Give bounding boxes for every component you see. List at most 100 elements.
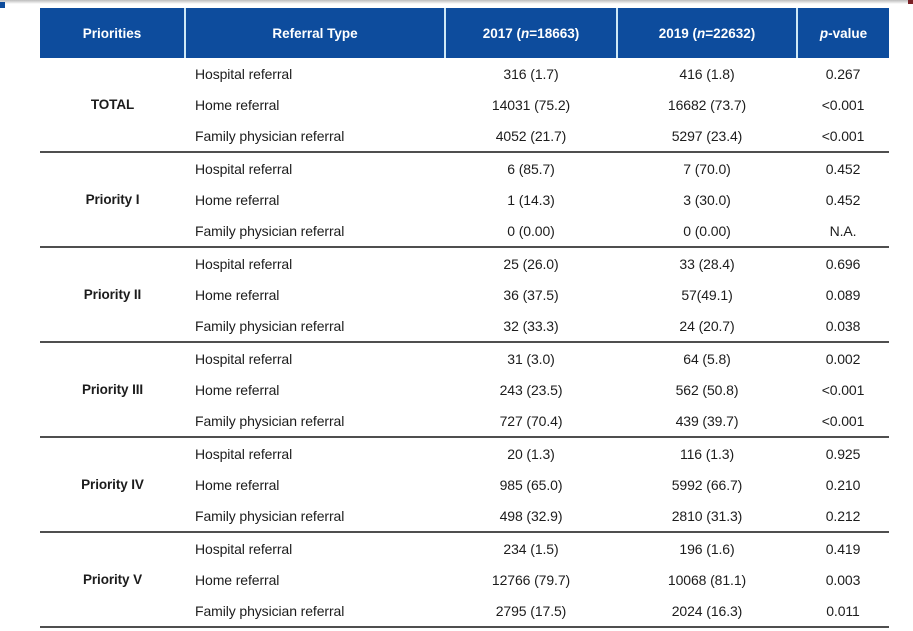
p-value-cell: 0.696 [797,246,889,279]
p-value-cell: 0.038 [825,317,861,334]
value-2017-cell: 1 (14.3) [507,191,555,208]
table-header: Priorities Referral Type 2017 (n=18663) … [40,8,889,58]
group-label-cell: Priority I [40,151,185,247]
referral-type-cell: Family physician referral [195,507,345,524]
p-value-cell: 0.925 [797,436,889,469]
table-row: Priority III Hospital referral 31 (3.0) 64 … [40,341,889,437]
header-text: Priorities [82,25,142,41]
header-text: Referral Type [272,25,358,41]
header-text: 2019 ( [658,25,698,41]
p-value-cell: 0.210 [825,476,861,493]
value-2019-cell: 116 (1.3) [617,436,797,469]
p-value-cell: 0.003 [825,571,861,588]
table-row: Family physician referral 32 (33.3) 24 (20… [40,310,889,342]
table-row: Home referral 12766 (79.7) 10068 (81.1) 0.0… [40,564,889,595]
referral-type-cell: Family physician referral [195,602,345,619]
group-label-cell: Priority II [40,246,185,342]
table-row: Home referral 14031 (75.2) 16682 (73.7) <0.… [40,89,889,120]
p-value-cell: 0.452 [797,151,889,184]
value-2017-cell: 20 (1.3) [445,436,617,469]
table-row: Home referral 243 (23.5) 562 (50.8) <0.001 [40,374,889,405]
table-row: Priority I Hospital referral 6 (85.7) 7 (70… [40,151,889,247]
referral-type-cell: Hospital referral [185,151,445,184]
header-cell-referral-type: Referral Type [184,8,445,58]
header-text: -value [828,25,868,41]
header-text-italic: p [819,25,829,41]
value-2019-cell: 562 (50.8) [675,381,739,398]
table-row: Home referral 36 (37.5) 57(49.1) 0.089 [40,279,889,310]
group-label-cell: Priority IV [40,436,185,532]
value-2017-cell: 243 (23.5) [499,381,563,398]
referral-type-cell: Family physician referral [195,412,345,429]
referral-type-cell: Hospital referral [185,341,445,374]
group-label-cell: Priority III [40,341,185,437]
table-row: Home referral 985 (65.0) 5992 (66.7) 0.210 [40,469,889,500]
header-cell-2017: 2017 (n=18663) [444,8,617,58]
table-row: Priority IV Hospital referral 20 (1.3) 116 … [40,436,889,532]
p-value-cell: 0.212 [825,507,861,524]
value-2019-cell: 33 (28.4) [617,246,797,279]
value-2017-cell: 36 (37.5) [503,286,559,303]
p-value-cell: <0.001 [821,96,865,113]
table-row: Home referral 1 (14.3) 3 (30.0) 0.452 [40,184,889,215]
header-cell-p-value: p-value [796,8,889,58]
value-2017-cell: 4052 (21.7) [495,127,567,144]
page-top-shadow [0,0,913,4]
table-body: TOTAL Hospital referral 316 (1.7) 416 (1.8)… [40,58,889,627]
table-row: Priority V Hospital referral 234 (1.5) 196 … [40,531,889,627]
p-value-cell: <0.001 [821,127,865,144]
referral-type-cell: Family physician referral [195,222,345,239]
value-2017-cell: 234 (1.5) [445,531,617,564]
header-text: =18663) [529,25,580,41]
value-2019-cell: 57(49.1) [681,286,733,303]
p-value-cell: 0.419 [797,531,889,564]
cropped-page-mark-right [908,0,913,4]
value-2019-cell: 5297 (23.4) [671,127,743,144]
referral-type-cell: Home referral [195,191,280,208]
p-value-cell: 0.452 [825,191,861,208]
group-label-cell: TOTAL [90,97,135,112]
referral-type-cell: Home referral [195,286,280,303]
value-2017-cell: 12766 (79.7) [491,571,571,588]
value-2017-cell: 31 (3.0) [445,341,617,374]
table-row: Family physician referral 0 (0.00) 0 (0.00… [40,215,889,247]
p-value-cell: 0.002 [797,341,889,374]
referral-type-cell: Home referral [195,571,280,588]
value-2017-cell: 985 (65.0) [499,476,563,493]
value-2019-cell: 5992 (66.7) [671,476,743,493]
referral-priorities-table: Priorities Referral Type 2017 (n=18663) … [40,8,889,628]
value-2019-cell: 439 (39.7) [675,412,739,429]
value-2019-cell: 2024 (16.3) [671,602,743,619]
value-2017-cell: 0 (0.00) [507,222,555,239]
p-value-cell: 0.267 [825,65,861,82]
header-cell-priorities: Priorities [40,8,185,58]
cropped-page-mark-left [0,2,5,8]
value-2019-cell: 16682 (73.7) [667,96,747,113]
value-2019-cell: 7 (70.0) [617,151,797,184]
value-2019-cell: 416 (1.8) [679,65,735,82]
p-value-cell: <0.001 [821,412,865,429]
value-2019-cell: 196 (1.6) [617,531,797,564]
value-2017-cell: 32 (33.3) [503,317,559,334]
value-2017-cell: 316 (1.7) [503,65,559,82]
referral-type-cell: Hospital referral [185,246,445,279]
p-value-cell: 0.011 [826,602,860,619]
referral-type-cell: Hospital referral [185,531,445,564]
value-2019-cell: 0 (0.00) [683,222,731,239]
p-value-cell: 0.089 [825,286,861,303]
value-2019-cell: 24 (20.7) [679,317,735,334]
header-cell-2019: 2019 (n=22632) [616,8,797,58]
group-label-cell: Priority V [40,531,185,627]
value-2017-cell: 14031 (75.2) [491,96,571,113]
referral-type-cell: Hospital referral [185,436,445,469]
table-row: Family physician referral 4052 (21.7) 5297… [40,120,889,152]
p-value-cell: <0.001 [821,381,865,398]
referral-type-cell: Home referral [195,381,280,398]
value-2019-cell: 10068 (81.1) [667,571,747,588]
value-2019-cell: 3 (30.0) [683,191,731,208]
p-value-cell: N.A. [829,222,857,239]
table-row: Priority II Hospital referral 25 (26.0) 33 … [40,246,889,342]
referral-type-cell: Hospital referral [195,65,293,82]
referral-type-cell: Family physician referral [195,127,345,144]
table-row: TOTAL Hospital referral 316 (1.7) 416 (1.8)… [40,58,889,113]
